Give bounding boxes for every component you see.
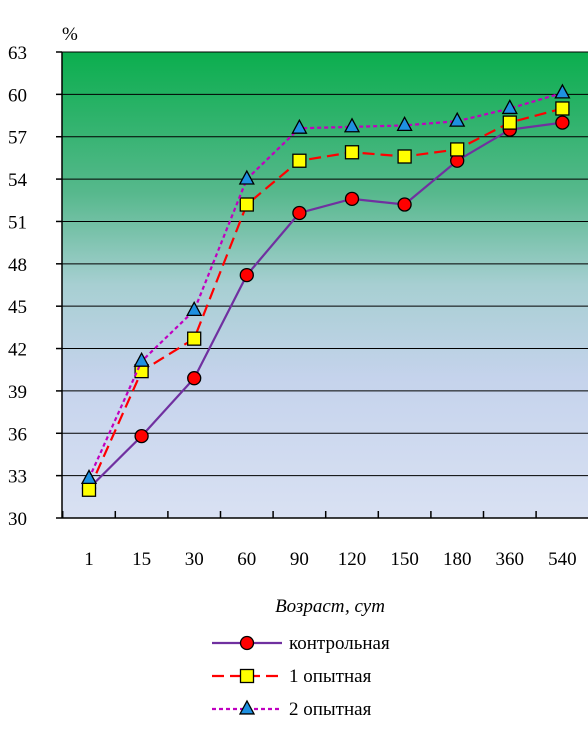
data-point	[554, 83, 571, 99]
x-tick-label: 90	[290, 549, 309, 570]
legend-label: 1 опытная	[289, 666, 372, 687]
x-tick-label: 15	[132, 549, 151, 570]
y-axis-title: %	[62, 24, 78, 45]
data-point	[343, 117, 361, 133]
plot-background	[62, 52, 588, 518]
data-point	[555, 101, 570, 116]
x-tick-label: 540	[548, 549, 577, 570]
y-tick-label: 42	[8, 340, 27, 361]
x-tick-label: 30	[185, 549, 204, 570]
x-tick-label: 360	[496, 549, 525, 570]
legend-label: 2 опытная	[289, 699, 372, 720]
data-point	[397, 149, 412, 164]
data-point	[344, 145, 360, 160]
x-tick-label: 1	[84, 549, 94, 570]
y-tick-label: 30	[8, 509, 27, 530]
x-tick-label: 150	[390, 549, 419, 570]
data-point	[291, 118, 308, 134]
x-tick-label: 120	[338, 549, 367, 570]
y-tick-label: 48	[8, 255, 27, 276]
data-point	[133, 351, 150, 367]
data-point	[239, 197, 254, 212]
y-tick-label: 39	[8, 382, 27, 403]
series-circle	[81, 115, 570, 496]
data-point	[239, 668, 255, 684]
data-point	[186, 300, 203, 317]
x-axis-title: Возраст, сут	[275, 596, 385, 617]
x-tick-label: 60	[237, 549, 256, 570]
data-point	[450, 142, 465, 157]
data-point	[81, 482, 97, 497]
x-tick-label: 180	[443, 549, 472, 570]
data-point	[397, 197, 412, 212]
data-point	[292, 205, 307, 221]
y-tick-label: 54	[8, 170, 28, 191]
data-point	[238, 169, 255, 185]
series-triangle	[80, 83, 571, 485]
data-point	[187, 331, 202, 346]
data-point	[80, 469, 98, 485]
legend: контрольная 1 опытная 2 опытная	[212, 633, 390, 720]
y-tick-label: 33	[8, 467, 27, 488]
data-point	[239, 267, 254, 283]
data-point	[292, 153, 307, 168]
data-point	[134, 428, 149, 444]
y-tick-label: 45	[8, 297, 27, 318]
data-point	[239, 635, 255, 651]
data-point	[501, 99, 518, 115]
series-line	[88, 121, 563, 490]
series-line	[87, 91, 563, 479]
data-point	[396, 115, 413, 132]
y-tick-label: 60	[8, 85, 27, 106]
data-point	[555, 115, 570, 130]
data-point	[344, 191, 360, 207]
legend-label: контрольная	[289, 633, 390, 654]
data-point	[449, 111, 466, 127]
data-point	[238, 699, 256, 715]
y-tick-label: 51	[8, 212, 27, 233]
data-point	[187, 371, 202, 386]
data-point	[502, 115, 517, 130]
y-tick-label: 63	[8, 43, 27, 64]
y-tick-label: 57	[8, 128, 27, 149]
y-tick-label: 36	[8, 424, 27, 445]
